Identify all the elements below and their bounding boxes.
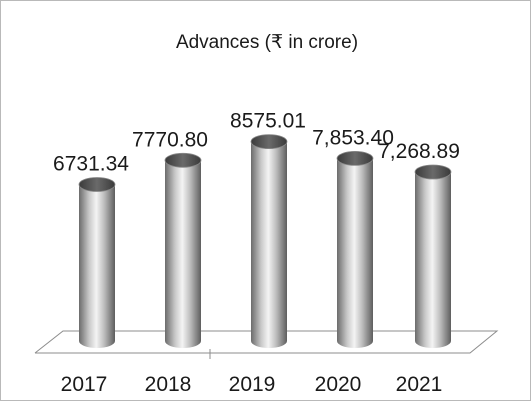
x-tick-2017: 2017	[61, 373, 108, 396]
bar-top	[78, 177, 116, 192]
bar-body	[337, 158, 373, 348]
floor-outline	[34, 330, 499, 354]
bar-2020	[336, 151, 374, 348]
x-tick-labels-layer: 2017 2018 2019 2020 2021	[61, 373, 443, 396]
bar-body	[79, 184, 115, 348]
bars-layer	[78, 134, 452, 348]
bar-2021	[414, 164, 452, 348]
bar-top	[414, 164, 452, 180]
bar-top	[164, 152, 202, 168]
data-label-2017: 6731.34	[53, 152, 129, 175]
x-tick-2019: 2019	[229, 373, 276, 396]
data-label-2021: 7,268.89	[378, 140, 460, 163]
data-label-2020: 7,853.40	[312, 126, 394, 149]
bar-top	[336, 151, 374, 166]
chart-title: Advances (₹ in crore)	[176, 32, 358, 53]
x-tick-2020: 2020	[315, 373, 362, 396]
bar-2018	[164, 152, 202, 348]
x-tick-2021: 2021	[396, 373, 443, 396]
bar-body	[415, 171, 451, 348]
data-label-2018: 7770.80	[132, 128, 208, 151]
bar-2019	[250, 134, 288, 348]
x-tick-2018: 2018	[145, 373, 192, 396]
bar-body	[165, 160, 201, 348]
bar-top	[250, 134, 288, 150]
data-label-2019: 8575.01	[230, 110, 306, 133]
bar-2017	[78, 177, 116, 348]
bar-body	[251, 141, 287, 348]
chart-floor	[34, 330, 499, 359]
